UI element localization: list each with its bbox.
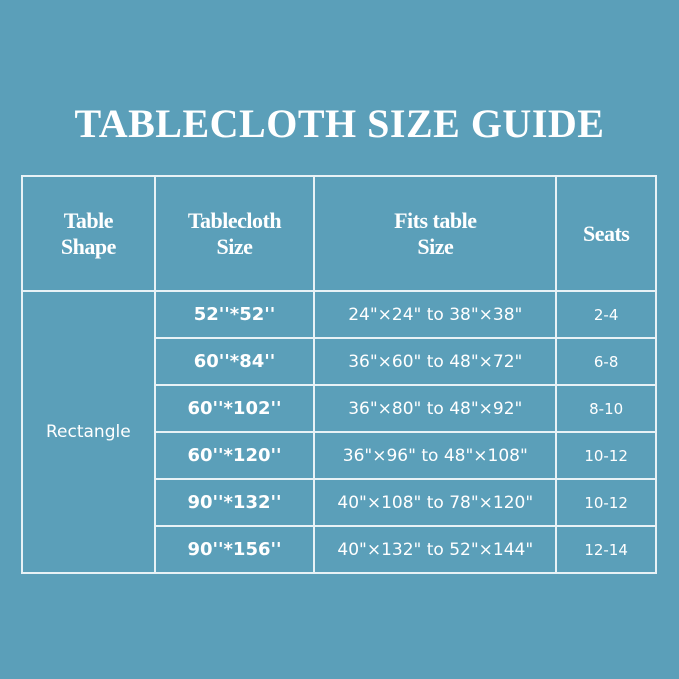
page-title: TABLECLOTH SIZE GUIDE [74, 101, 605, 146]
seats-cell: 8-10 [555, 384, 657, 433]
table-row: 90''*156'' 40"×132" to 52"×144" 12-14 [22, 525, 657, 574]
seats-cell: 6-8 [555, 337, 657, 386]
header-line: Shape [60, 233, 116, 259]
seats-cell: 12-14 [555, 525, 657, 574]
tablecloth-size-cell: 52''*52'' [153, 290, 316, 339]
header-table-shape: Table Shape [21, 175, 156, 292]
fits-table-size-cell: 40"×108" to 78"×120" [313, 478, 558, 527]
fits-table-size-cell: 36"×96" to 48"×108" [313, 431, 558, 480]
fits-table-size-cell: 36"×60" to 48"×72" [313, 337, 558, 386]
size-guide-table: Table Shape Tablecloth Size Fits table Size… [21, 175, 657, 574]
table-row: 90''*132'' 40"×108" to 78"×120" 10-12 [22, 478, 657, 527]
seats-cell: 10-12 [555, 478, 657, 527]
table-row: 60''*102'' 36"×80" to 48"×92" 8-10 [22, 384, 657, 433]
table-row: 60''*120'' 36"×96" to 48"×108" 10-12 [22, 431, 657, 480]
header-row: Table Shape Tablecloth Size Fits table Size… [21, 175, 657, 292]
seats-cell: 10-12 [555, 431, 657, 480]
header-line: Size [417, 233, 454, 259]
header-fits-table-size: Fits table Size [313, 175, 558, 292]
seats-cell: 2-4 [555, 290, 657, 339]
tablecloth-size-cell: 60''*102'' [153, 384, 316, 433]
fits-table-size-cell: 24"×24" to 38"×38" [313, 290, 558, 339]
header-line: Size [216, 233, 253, 259]
table-row: 60''*84'' 36"×60" to 48"×72" 6-8 [22, 337, 657, 386]
header-line: Fits table [394, 207, 477, 233]
table-shape-cell: Rectangle [21, 290, 156, 574]
header-tablecloth-size: Tablecloth Size [153, 175, 316, 292]
table-row: Rectangle 52''*52'' 24"×24" to 38"×38" 2-4 [21, 290, 657, 574]
header-seats: Seats [555, 175, 657, 292]
tablecloth-size-cell: 90''*132'' [153, 478, 316, 527]
tablecloth-size-cell: 90''*156'' [153, 525, 316, 574]
fits-table-size-cell: 36"×80" to 48"×92" [313, 384, 558, 433]
tablecloth-size-cell: 60''*84'' [153, 337, 316, 386]
fits-table-size-cell: 40"×132" to 52"×144" [313, 525, 558, 574]
header-line: Tablecloth [187, 207, 282, 233]
header-line: Table [63, 207, 114, 233]
tablecloth-size-cell: 60''*120'' [153, 431, 316, 480]
